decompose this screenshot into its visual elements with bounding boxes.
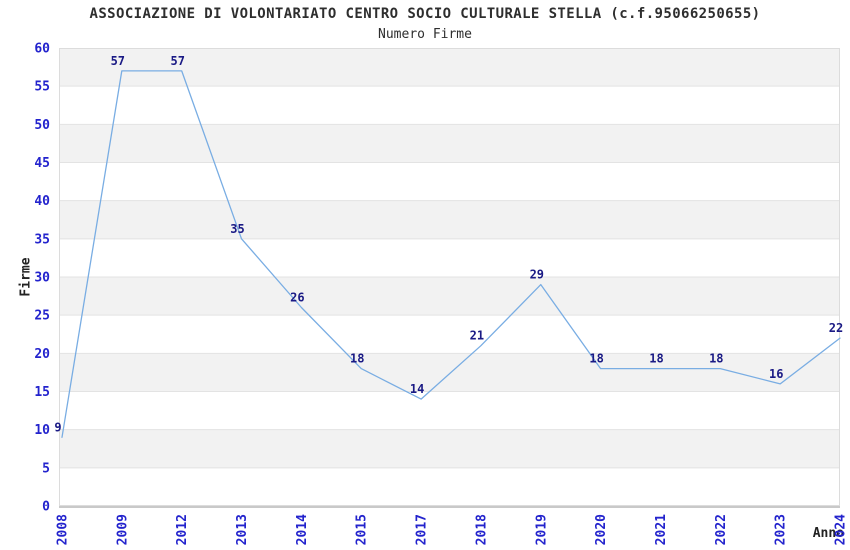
grid-band <box>59 277 840 316</box>
value-label: 18 <box>350 352 364 366</box>
x-tick-label: 2021 <box>654 514 669 545</box>
value-label: 35 <box>230 222 244 236</box>
y-tick-label: 10 <box>34 423 50 438</box>
value-label: 57 <box>111 54 125 68</box>
y-tick-label: 35 <box>34 232 50 247</box>
grid-band <box>59 124 840 163</box>
x-tick-label: 2023 <box>774 514 789 545</box>
y-tick-label: 25 <box>34 309 50 324</box>
series-line-numero-firme <box>61 70 841 438</box>
x-tick-label: 2020 <box>594 514 609 545</box>
value-label: 18 <box>649 352 663 366</box>
grid-band <box>59 200 840 239</box>
value-label: 57 <box>170 54 184 68</box>
x-tick-label: 2013 <box>235 514 250 545</box>
value-label: 29 <box>530 268 544 282</box>
y-tick-label: 5 <box>42 461 50 476</box>
grid-band <box>59 429 840 468</box>
value-label: 9 <box>54 420 61 434</box>
x-tick-label: 2024 <box>834 514 849 545</box>
y-tick-label: 50 <box>34 118 50 133</box>
x-tick-label: 2014 <box>295 514 310 545</box>
x-tick-label: 2018 <box>474 514 489 545</box>
y-tick-label: 40 <box>34 194 50 209</box>
value-label: 26 <box>290 291 304 305</box>
x-tick-label: 2009 <box>115 514 130 545</box>
x-tick-label: 2008 <box>56 514 71 545</box>
grid-band <box>59 353 840 392</box>
y-tick-label: 60 <box>34 42 50 57</box>
value-label: 18 <box>589 352 603 366</box>
y-tick-label: 55 <box>34 80 50 95</box>
x-tick-label: 2017 <box>415 514 430 545</box>
value-label: 18 <box>709 352 723 366</box>
x-tick-label: 2019 <box>534 514 549 545</box>
x-tick-label: 2012 <box>175 514 190 545</box>
value-label: 14 <box>410 382 424 396</box>
x-axis-label: Anno <box>812 526 844 541</box>
y-tick-label: 20 <box>34 347 50 362</box>
y-tick-label: 45 <box>34 156 50 171</box>
y-tick-label: 0 <box>42 500 50 515</box>
x-tick-label: 2022 <box>714 514 729 545</box>
x-tick-label: 2015 <box>355 514 370 545</box>
value-label: 21 <box>470 329 484 343</box>
grid-band <box>59 48 840 87</box>
plot-border <box>59 48 840 506</box>
y-tick-label: 15 <box>34 385 50 400</box>
value-label: 22 <box>829 321 843 335</box>
y-tick-label: 30 <box>34 271 50 286</box>
chart-subtitle: Numero Firme <box>378 27 472 42</box>
value-label: 16 <box>769 367 783 381</box>
chart-title: ASSOCIAZIONE DI VOLONTARIATO CENTRO SOCI… <box>89 6 761 22</box>
